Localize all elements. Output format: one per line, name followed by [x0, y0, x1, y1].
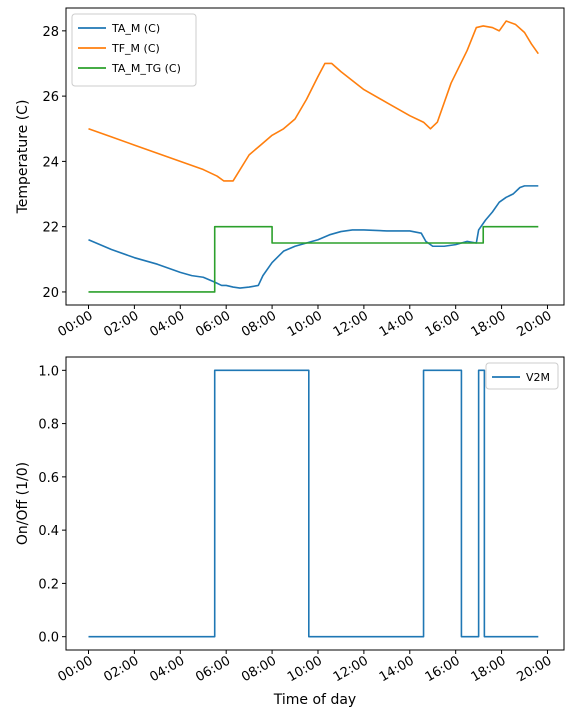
x-tick-label: 16:00	[423, 653, 463, 685]
y-tick-label: 0.4	[38, 524, 59, 539]
legend-box	[485, 362, 559, 390]
series-line-ta-m-c	[88, 185, 539, 289]
y-tick-label: 1.0	[38, 364, 59, 379]
axes-frame	[65, 356, 565, 651]
y-axis-label: Temperature (C)	[15, 100, 31, 215]
y-tick-label: 20	[42, 286, 59, 301]
y-tick-label: 0.8	[38, 418, 59, 433]
x-tick-label: 20:00	[515, 653, 555, 685]
x-tick-label: 16:00	[423, 308, 463, 340]
x-tick-label: 02:00	[101, 653, 141, 685]
legend-label: V2M	[526, 371, 550, 384]
x-tick-label: 18:00	[469, 653, 509, 685]
x-tick-label: 12:00	[331, 308, 371, 340]
x-tick-label: 00:00	[56, 653, 96, 685]
x-tick-label: 06:00	[193, 653, 233, 685]
legend-label: TF_M (C)	[111, 42, 160, 55]
x-tick-label: 08:00	[239, 308, 279, 340]
y-tick-label: 0.6	[38, 471, 59, 486]
series-line-v2m	[88, 369, 539, 638]
x-tick-label: 08:00	[239, 653, 279, 685]
legend-label: TA_M (C)	[111, 22, 160, 35]
x-tick-label: 14:00	[377, 308, 417, 340]
chart-1: 20 22 24 26 28 00:00 02:00 04:00 06:00 08:00 10:00…	[15, 7, 565, 340]
y-tick-label: 24	[42, 155, 59, 170]
x-axis-label: Time of day	[273, 692, 356, 708]
y-axis-label: On/Off (1/0)	[15, 462, 31, 545]
x-tick-label: 10:00	[285, 653, 325, 685]
legend: TA_M (C) TF_M (C) TA_M_TG (C)	[71, 13, 197, 87]
x-tick-label: 14:00	[377, 653, 417, 685]
axes-frame	[65, 7, 565, 306]
x-tick-label: 00:00	[56, 308, 96, 340]
x-tick-label: 20:00	[515, 308, 555, 340]
y-tick-label: 0.0	[38, 631, 59, 646]
series-line-ta-m-tg-c	[88, 225, 539, 293]
x-tick-label: 12:00	[331, 653, 371, 685]
x-tick-label: 10:00	[285, 308, 325, 340]
chart-2: 0.0 0.2 0.4 0.6 0.8 1.0 00:00 02:00 04:00 06:00 08…	[15, 356, 565, 708]
legend: V2M	[485, 362, 559, 390]
y-tick-label: 28	[42, 25, 59, 40]
x-tick-label: 02:00	[101, 308, 141, 340]
y-tick-label: 26	[42, 90, 59, 105]
legend-label: TA_M_TG (C)	[111, 62, 181, 75]
x-tick-label: 06:00	[193, 308, 233, 340]
y-tick-label: 0.2	[38, 577, 59, 592]
x-tick-label: 04:00	[147, 308, 187, 340]
x-tick-label: 18:00	[469, 308, 509, 340]
x-tick-label: 04:00	[147, 653, 187, 685]
series-line-tf-m-c	[88, 20, 539, 182]
y-tick-label: 22	[42, 221, 59, 236]
